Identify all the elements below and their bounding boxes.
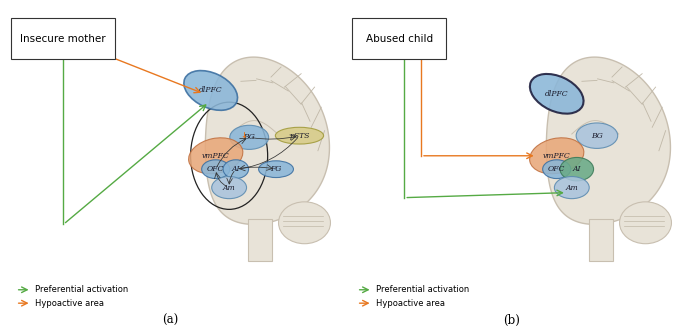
- Ellipse shape: [560, 157, 593, 181]
- Text: Hypoactive area: Hypoactive area: [35, 299, 104, 308]
- Ellipse shape: [189, 138, 243, 174]
- Text: AI: AI: [232, 165, 240, 173]
- Text: (b): (b): [503, 314, 520, 327]
- Text: Hypoactive area: Hypoactive area: [376, 299, 445, 308]
- Polygon shape: [248, 219, 271, 261]
- Ellipse shape: [554, 177, 589, 199]
- Text: dlPFC: dlPFC: [199, 86, 222, 94]
- Text: FG: FG: [270, 165, 282, 173]
- Ellipse shape: [530, 138, 584, 174]
- FancyBboxPatch shape: [353, 18, 446, 59]
- Ellipse shape: [619, 202, 672, 244]
- Text: OFC: OFC: [548, 165, 565, 173]
- FancyBboxPatch shape: [12, 18, 115, 59]
- Ellipse shape: [278, 202, 331, 244]
- Text: BG: BG: [591, 132, 603, 140]
- Text: Am: Am: [565, 184, 578, 192]
- Ellipse shape: [202, 160, 230, 179]
- Ellipse shape: [184, 71, 237, 110]
- Ellipse shape: [576, 123, 618, 148]
- Ellipse shape: [543, 160, 571, 179]
- Text: Preferential activation: Preferential activation: [35, 285, 128, 294]
- Text: Insecure mother: Insecure mother: [20, 34, 106, 44]
- Text: Am: Am: [223, 184, 235, 192]
- Ellipse shape: [276, 127, 323, 144]
- Polygon shape: [589, 219, 612, 261]
- Text: ↓: ↓: [241, 131, 248, 140]
- Ellipse shape: [230, 125, 269, 149]
- Polygon shape: [546, 57, 670, 224]
- Ellipse shape: [223, 160, 248, 179]
- Text: (a): (a): [162, 314, 179, 327]
- Text: vmPFC: vmPFC: [202, 152, 230, 160]
- Text: Abused child: Abused child: [366, 34, 433, 44]
- Ellipse shape: [530, 74, 584, 114]
- Text: OFC: OFC: [207, 165, 224, 173]
- Text: AI: AI: [573, 165, 581, 173]
- Ellipse shape: [258, 161, 293, 178]
- Ellipse shape: [211, 177, 247, 199]
- Text: dlPFC: dlPFC: [545, 90, 569, 98]
- Text: pSTS: pSTS: [289, 132, 310, 140]
- Polygon shape: [205, 57, 329, 224]
- Text: Preferential activation: Preferential activation: [376, 285, 469, 294]
- Text: BG: BG: [243, 133, 255, 141]
- Text: vmPFC: vmPFC: [543, 152, 571, 160]
